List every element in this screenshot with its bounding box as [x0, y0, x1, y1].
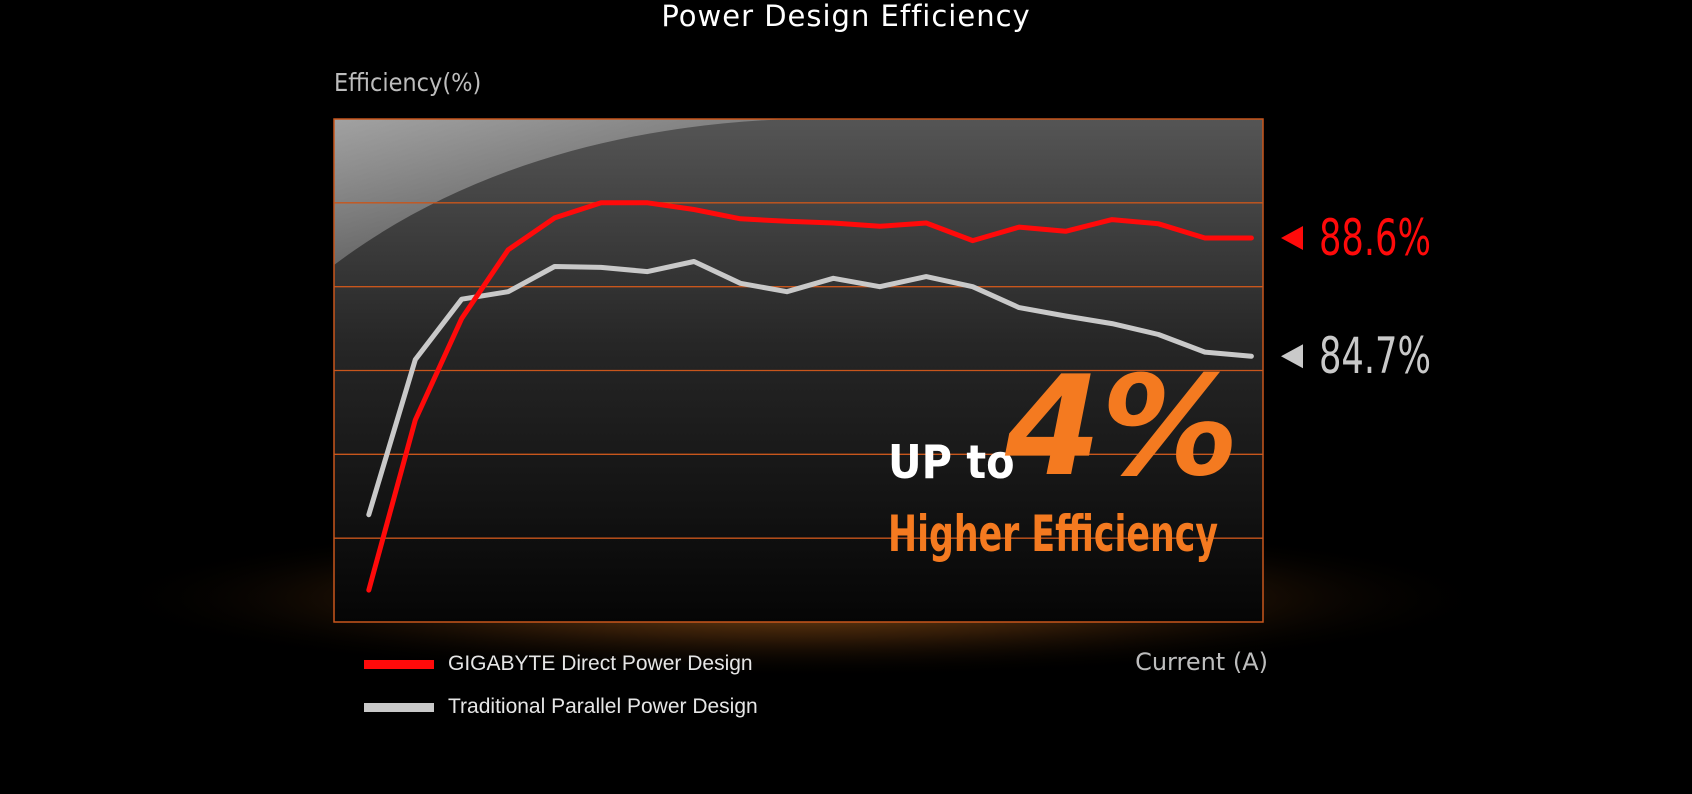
- grid-lines: [334, 202, 1263, 539]
- end-labels: 84.7% 88.6%: [1281, 209, 1431, 385]
- plot-sheen: [334, 119, 790, 265]
- legend-swatch-traditional: [364, 702, 434, 712]
- callout-prefix: UP to: [888, 435, 1015, 489]
- callout-value: 4%: [1004, 346, 1239, 507]
- x-axis-label: Current (A): [1135, 648, 1268, 676]
- callout-caption: Higher Efficiency: [888, 505, 1218, 563]
- end-label-1: 84.7%: [1319, 327, 1431, 385]
- y-axis-label: Efficiency(%): [334, 68, 481, 97]
- callout: UP to 4% Higher Efficiency: [888, 346, 1239, 563]
- legend-label-gigabyte: GIGABYTE Direct Power Design: [448, 652, 753, 675]
- end-marker-1: [1281, 344, 1303, 369]
- series-lines: [366, 200, 1254, 593]
- legend-item-gigabyte: GIGABYTE Direct Power Design: [364, 649, 753, 679]
- end-label-0: 88.6%: [1319, 209, 1431, 267]
- legend-item-traditional: Traditional Parallel Power Design: [364, 692, 758, 722]
- legend-swatch-gigabyte: [364, 659, 434, 669]
- end-marker-0: [1281, 226, 1303, 251]
- plot-frame: [333, 118, 1264, 623]
- legend-label-traditional: Traditional Parallel Power Design: [448, 695, 758, 718]
- series-line-0: [366, 200, 1254, 593]
- page-title: Power Design Efficiency: [661, 0, 1031, 33]
- series-line-1: [366, 259, 1254, 518]
